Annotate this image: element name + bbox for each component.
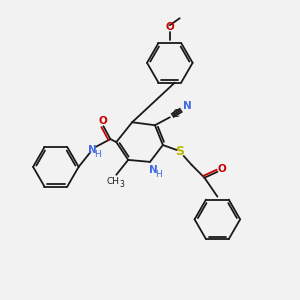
Text: N: N xyxy=(183,101,192,111)
Text: O: O xyxy=(165,22,174,32)
Text: CH: CH xyxy=(107,177,120,186)
Text: N: N xyxy=(88,145,97,155)
Text: N: N xyxy=(148,165,157,175)
Text: C: C xyxy=(172,109,179,119)
Text: H: H xyxy=(155,170,162,179)
Text: S: S xyxy=(175,146,184,158)
Text: O: O xyxy=(218,164,227,174)
Text: H: H xyxy=(94,151,101,160)
Text: O: O xyxy=(98,116,107,126)
Text: 3: 3 xyxy=(120,180,125,189)
